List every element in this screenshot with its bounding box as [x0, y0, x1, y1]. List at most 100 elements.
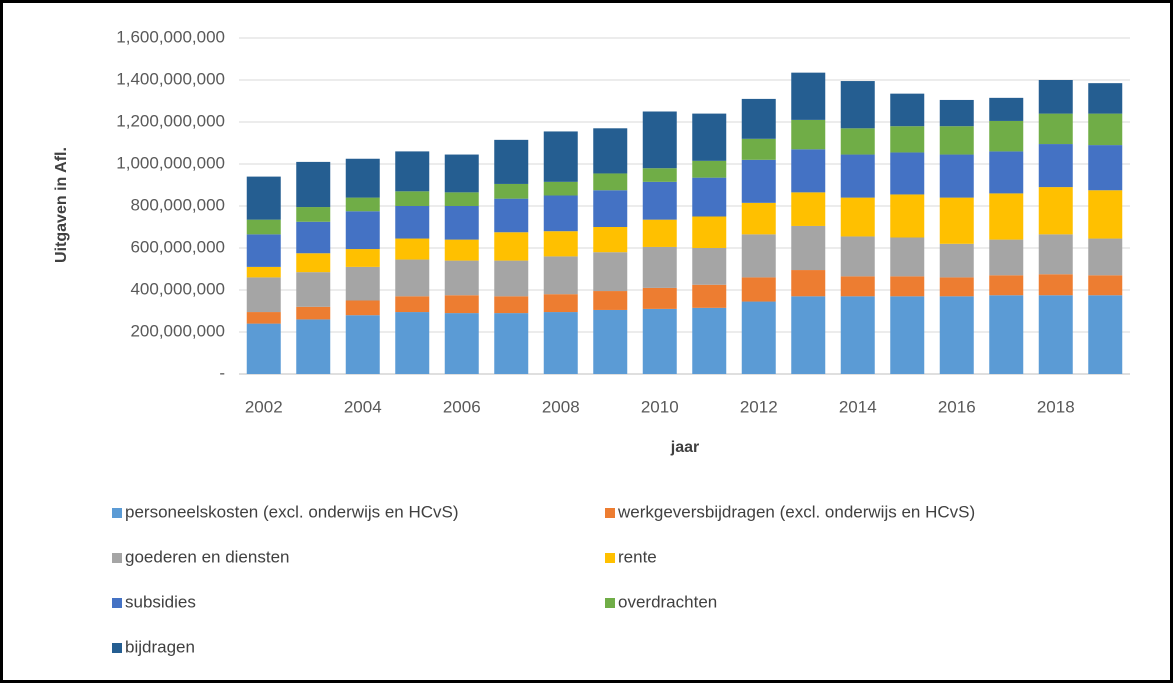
bar-segment: [395, 312, 430, 374]
bar-segment: [692, 307, 727, 374]
bar-segment: [939, 243, 974, 278]
bar-segment: [296, 253, 331, 273]
bar-segment: [741, 98, 776, 139]
bar-segment: [1038, 187, 1073, 235]
legend-swatch: [112, 553, 122, 563]
bar-segment: [642, 308, 677, 374]
bar-segment: [642, 219, 677, 247]
x-tick-label: 2014: [839, 397, 877, 416]
bar-segment: [791, 296, 826, 374]
bar-segment: [1088, 295, 1123, 374]
y-tick-label: 400,000,000: [130, 279, 225, 298]
bar-segment: [345, 249, 380, 267]
bar-segment: [296, 161, 331, 208]
bar-segment: [593, 190, 628, 227]
bar-segment: [494, 296, 529, 314]
bar-segment: [246, 234, 281, 267]
bar-segment: [1088, 190, 1123, 239]
bar-segment: [246, 176, 281, 220]
legend-swatch: [605, 553, 615, 563]
bar-segment: [494, 139, 529, 184]
bar-segment: [444, 206, 479, 240]
legend-label: subsidies: [125, 592, 196, 611]
bar-segment: [1088, 113, 1123, 146]
bar-segment: [593, 291, 628, 310]
bar-segment: [543, 312, 578, 374]
bar-segment: [890, 276, 925, 297]
bar-segment: [345, 315, 380, 374]
bar-segment: [444, 239, 479, 261]
bar-segment: [939, 154, 974, 198]
legend-label: overdrachten: [618, 592, 717, 611]
bar-segment: [741, 234, 776, 278]
bar-segment: [939, 126, 974, 155]
bar-segment: [444, 260, 479, 296]
bar-segment: [840, 128, 875, 155]
legend-swatch: [112, 598, 122, 608]
bar-segment: [1088, 145, 1123, 191]
y-tick-label: 1,400,000,000: [116, 69, 225, 88]
x-tick-label: 2002: [245, 397, 283, 416]
bar-segment: [593, 227, 628, 253]
bar-segment: [692, 216, 727, 248]
bar-segment: [840, 236, 875, 277]
bar-segment: [246, 277, 281, 313]
bar-segment: [642, 287, 677, 309]
bar-segment: [989, 239, 1024, 276]
bar-segment: [494, 313, 529, 374]
bar-segment: [444, 154, 479, 193]
bar-segment: [890, 93, 925, 127]
bar-segment: [543, 131, 578, 182]
bar-segment: [692, 160, 727, 178]
bar-segment: [543, 256, 578, 295]
bar-segment: [791, 192, 826, 226]
bar-segment: [840, 81, 875, 129]
bar-segment: [1088, 238, 1123, 276]
legend-label: werkgeversbijdragen (excl. onderwijs en …: [617, 502, 975, 521]
bar-segment: [296, 319, 331, 374]
bar-segment: [395, 259, 430, 297]
bar-segment: [296, 221, 331, 254]
bar-segment: [1038, 144, 1073, 188]
x-axis-title: jaar: [670, 439, 699, 456]
y-tick-label: 800,000,000: [130, 195, 225, 214]
y-tick-label: 600,000,000: [130, 237, 225, 256]
bar-segment: [642, 168, 677, 182]
bar-segment: [791, 119, 826, 150]
bar-segment: [890, 152, 925, 195]
bar-segment: [1038, 274, 1073, 296]
bar-segment: [395, 296, 430, 313]
bar-segment: [791, 72, 826, 120]
bar-segment: [890, 237, 925, 277]
bar-segment: [395, 238, 430, 260]
y-tick-label: 1,600,000,000: [116, 27, 225, 46]
bar-segment: [741, 138, 776, 160]
bar-segment: [791, 270, 826, 297]
bar-segment: [543, 181, 578, 196]
bar-segment: [939, 99, 974, 127]
bar-segment: [1038, 113, 1073, 145]
bar-segment: [692, 177, 727, 217]
y-axis-title: Uitgaven in Afl.: [53, 147, 70, 263]
bar-segment: [345, 266, 380, 301]
bar-segment: [543, 294, 578, 313]
legend-swatch: [605, 508, 615, 518]
legend-label: rente: [618, 547, 657, 566]
bar-segment: [246, 323, 281, 374]
bar-segment: [246, 312, 281, 324]
bar-segment: [494, 183, 529, 199]
legend-swatch: [605, 598, 615, 608]
bar-segment: [939, 296, 974, 374]
bar-segment: [1038, 295, 1073, 374]
legend-swatch: [112, 643, 122, 653]
bar-segment: [989, 97, 1024, 121]
bar-segment: [395, 191, 430, 206]
bar-segment: [296, 306, 331, 320]
bar-segment: [296, 207, 331, 222]
bar-segment: [593, 252, 628, 292]
legend-label: goederen en diensten: [125, 547, 289, 566]
bar-segment: [345, 197, 380, 212]
bar-segment: [741, 159, 776, 203]
bar-segment: [692, 113, 727, 161]
